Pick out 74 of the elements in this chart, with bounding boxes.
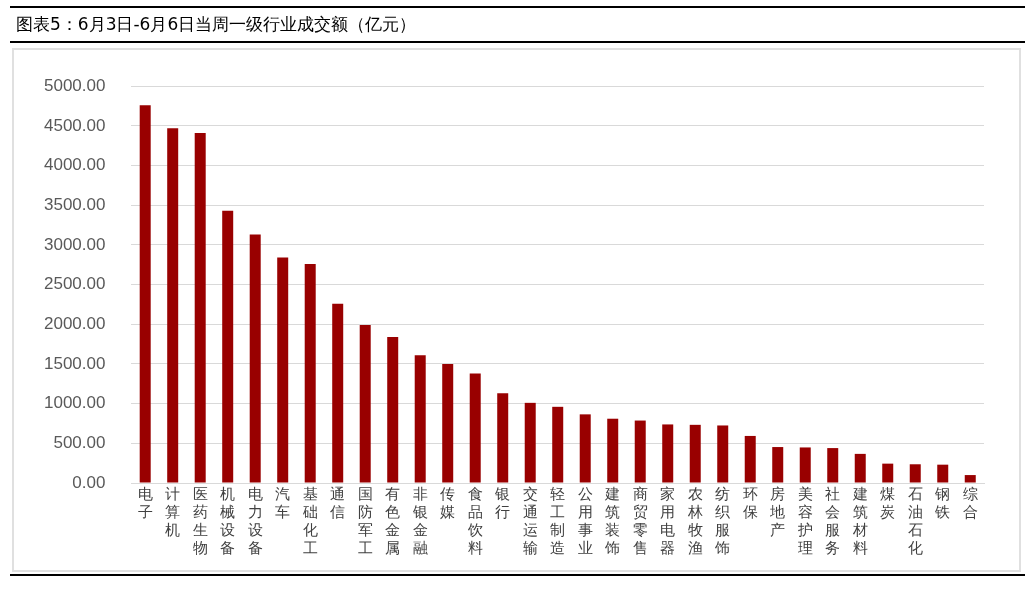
- y-tick-label: 2000.00: [44, 313, 106, 333]
- x-tick-label: 国防军工: [357, 484, 373, 557]
- bar: [442, 363, 454, 483]
- x-tick-label: 食品饮料: [466, 484, 483, 557]
- x-tick-label: 电力设备: [247, 484, 263, 557]
- x-tick-label: 商贸零售: [632, 484, 648, 557]
- x-tick-label: 基础化工: [301, 484, 318, 557]
- x-tick-label: 建筑装饰: [604, 484, 621, 557]
- y-tick-label: 500.00: [53, 433, 106, 453]
- x-tick-label: 钢铁: [934, 484, 951, 521]
- x-tick-label: 通信: [330, 484, 346, 521]
- y-tick-label: 2500.00: [44, 274, 106, 294]
- chart-title: 图表5：6月3日-6月6日当周一级行业成交额（亿元）: [10, 6, 1025, 43]
- bar: [854, 453, 866, 483]
- y-tick-label: 3500.00: [44, 194, 106, 214]
- bar: [579, 414, 591, 483]
- x-tick-label: 社会服务: [825, 484, 841, 557]
- bar: [414, 355, 426, 483]
- bar: [497, 393, 509, 483]
- x-tick-label: 交通运输: [522, 484, 538, 557]
- bar: [799, 447, 811, 483]
- bar: [964, 475, 976, 483]
- y-tick-label: 4000.00: [44, 155, 106, 175]
- bar: [332, 303, 344, 483]
- x-tick-label: 公用事业: [577, 484, 593, 557]
- bar: [139, 105, 151, 483]
- bar: [249, 234, 261, 483]
- y-tick-label: 5000.00: [44, 75, 106, 95]
- bar: [167, 128, 179, 483]
- x-tick-label: 房地产: [769, 484, 786, 539]
- bar: [304, 263, 316, 483]
- bar: [524, 402, 536, 483]
- y-tick-label: 0.00: [72, 472, 106, 492]
- x-tick-label: 农林牧渔: [686, 484, 703, 557]
- x-tick-label: 美容护理: [796, 484, 813, 557]
- bar: [634, 420, 646, 483]
- x-tick-label: 银行: [494, 484, 511, 521]
- bar: [277, 257, 289, 483]
- x-tick-label: 纺织服饰: [714, 484, 731, 557]
- bar: [552, 406, 564, 483]
- x-tick-label: 建筑材料: [851, 484, 868, 557]
- y-tick-label: 4500.00: [44, 115, 106, 135]
- x-tick-label: 家用电器: [660, 484, 676, 557]
- bar: [469, 373, 481, 483]
- bar: [387, 336, 399, 483]
- x-tick-label: 综合: [962, 484, 978, 521]
- x-tick-label: 传媒: [440, 484, 456, 521]
- y-tick-label: 1500.00: [44, 353, 106, 373]
- bar: [882, 463, 894, 483]
- y-tick-label: 1000.00: [44, 393, 106, 413]
- bar: [937, 464, 949, 483]
- x-tick-label: 汽车: [275, 484, 291, 521]
- x-tick-label: 有色金属: [385, 484, 401, 557]
- x-tick-label: 计算机: [165, 484, 181, 539]
- x-tick-label: 环保: [742, 484, 758, 521]
- bar: [717, 425, 729, 483]
- bar: [744, 435, 756, 483]
- bar: [662, 424, 674, 483]
- x-tick-label: 轻工制造: [550, 484, 566, 557]
- bar: [194, 133, 206, 483]
- bar: [607, 418, 619, 483]
- x-tick-label: 非银金融: [411, 484, 428, 557]
- x-tick-label: 石油石化: [907, 484, 923, 557]
- x-tick-label: 医药生物: [192, 484, 208, 557]
- x-tick-label: 电子: [137, 484, 153, 521]
- x-tick-label: 机械设备: [220, 484, 236, 557]
- bar: [222, 210, 234, 483]
- y-tick-label: 3000.00: [44, 234, 106, 254]
- bar: [909, 464, 921, 483]
- x-tick-label: 煤炭: [880, 484, 896, 521]
- bar: [772, 447, 784, 483]
- bar: [689, 424, 701, 483]
- bar: [827, 448, 839, 483]
- bar: [359, 325, 371, 483]
